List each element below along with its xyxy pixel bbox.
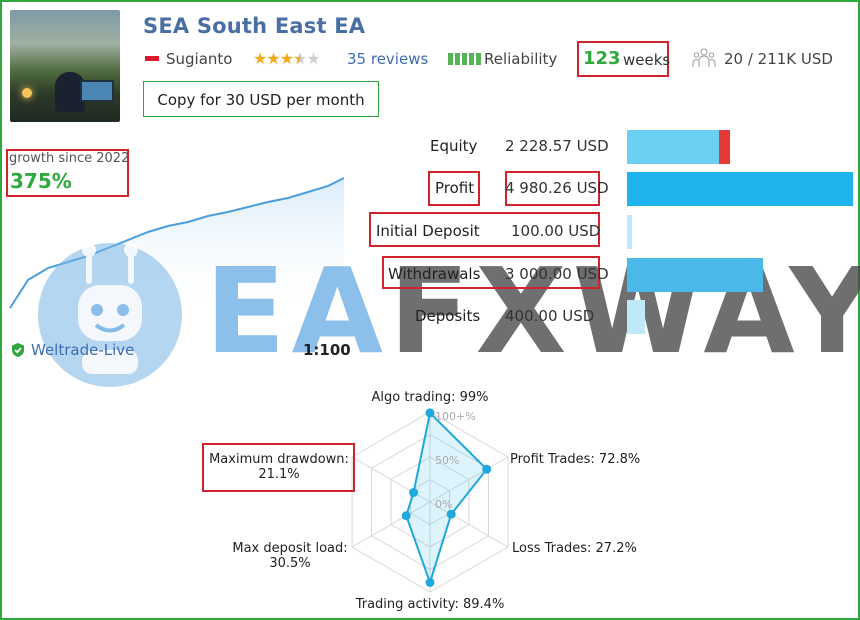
growth-value: 375% — [10, 169, 72, 193]
stat-label: Equity — [430, 137, 478, 155]
radar-scale-0: 0% — [435, 498, 452, 511]
radar-point — [425, 408, 435, 418]
broker-link[interactable]: Weltrade-Live — [31, 341, 135, 359]
radar-axis — [351, 501, 431, 548]
stat-value: 400.00 USD — [505, 307, 595, 325]
radar-label-max-deposit-load: Max deposit load: 30.5% — [232, 541, 348, 571]
growth-highlight — [6, 149, 129, 197]
copy-subscribe-button[interactable]: Copy for 30 USD per month — [143, 81, 379, 117]
stat-highlight — [428, 171, 480, 206]
equity-loss-bar — [719, 130, 730, 164]
subscribers-count: 20 / 211K USD — [724, 50, 833, 68]
stat-value: 2 228.57 USD — [505, 137, 609, 155]
rating-stars: ★★★★★★ — [253, 49, 321, 68]
stat-bar — [627, 215, 632, 249]
author-name[interactable]: Sugianto — [166, 50, 233, 68]
radar-chart: 100+% 50% 0% — [351, 408, 509, 593]
eafxway-watermark: EAFXWAY — [205, 242, 860, 380]
flag-icon — [145, 56, 159, 61]
stat-value: 4 980.26 USD — [505, 179, 609, 197]
leverage-value: 1:100 — [303, 341, 351, 359]
radar-point — [401, 511, 411, 521]
subscribers-icon — [692, 47, 716, 74]
stat-bar — [627, 258, 763, 292]
drawdown-highlight — [202, 443, 355, 492]
radar-label-algo: Algo trading: 99% — [371, 390, 489, 405]
stat-bar — [627, 172, 853, 206]
radar-scale-100: 100+% — [435, 410, 476, 423]
stat-highlight — [505, 171, 600, 206]
stat-label: Initial Deposit — [376, 222, 480, 240]
radar-point — [425, 577, 435, 587]
radar-label-max-drawdown: Maximum drawdown: 21.1% — [209, 452, 349, 482]
radar-scale-50: 50% — [435, 454, 459, 467]
stat-label: Profit — [435, 179, 475, 197]
radar-label-trading-activity: Trading activity: 89.4% — [355, 597, 505, 612]
weeks-highlight — [577, 41, 669, 77]
signal-thumbnail[interactable] — [10, 10, 120, 122]
verified-check-icon — [12, 343, 24, 357]
radar-label-loss-trades: Loss Trades: 27.2% — [512, 541, 637, 556]
stat-highlight — [382, 256, 600, 289]
weeks-value: 123 — [583, 48, 621, 69]
radar-point — [409, 488, 419, 498]
stat-bar — [627, 130, 729, 164]
stat-label: Withdrawals — [388, 265, 481, 283]
reliability-icon — [448, 53, 481, 65]
reliability-label: Reliability — [484, 50, 558, 68]
stat-bar — [627, 300, 645, 334]
stat-value: 3 000.00 USD — [505, 265, 609, 283]
robot-watermark-icon — [38, 243, 182, 387]
weeks-label: weeks — [623, 51, 671, 69]
radar-point — [482, 464, 492, 474]
stat-value: 100.00 USD — [511, 222, 601, 240]
radar-point — [446, 509, 456, 519]
radar-axis — [429, 501, 509, 548]
reviews-link[interactable]: 35 reviews — [347, 50, 429, 68]
stat-highlight — [369, 212, 600, 247]
signal-title[interactable]: SEA South East EA — [143, 14, 366, 38]
radar-label-profit-trades: Profit Trades: 72.8% — [510, 452, 641, 467]
growth-label: growth since 2022 — [9, 151, 130, 166]
stat-label: Deposits — [415, 307, 481, 325]
radar-axis — [429, 456, 509, 503]
